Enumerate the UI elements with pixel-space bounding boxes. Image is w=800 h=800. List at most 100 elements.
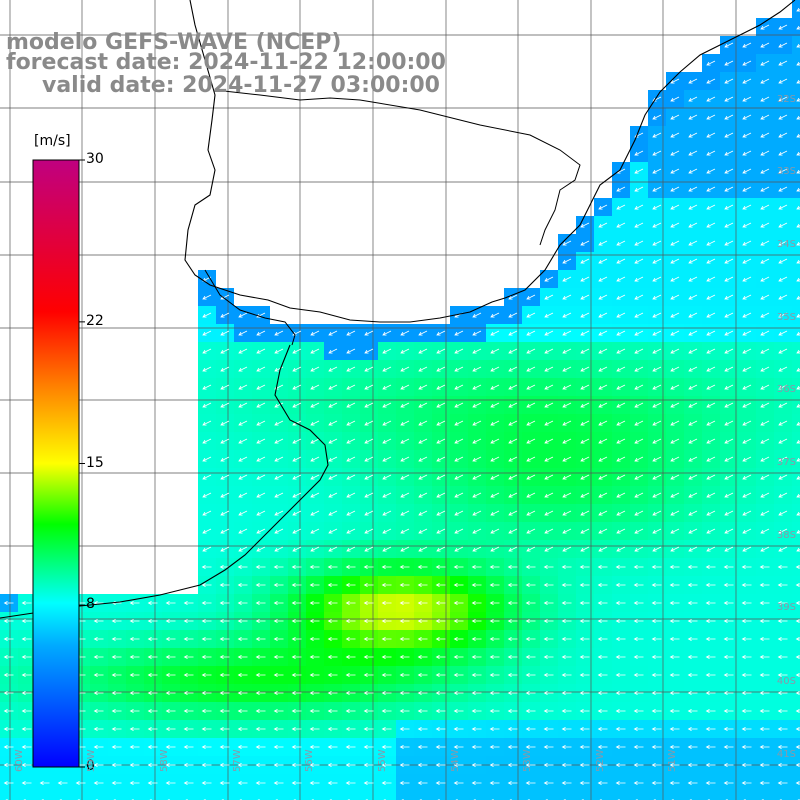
wind-arrow [201,708,212,714]
wind-arrow [580,492,590,498]
wind-arrow [561,744,572,750]
wind-arrow [255,690,266,696]
wind-arrow [652,528,662,534]
wind-arrow [363,564,374,570]
wind-arrow [292,456,302,462]
wind-arrow [165,618,176,624]
wind-arrow [777,690,788,696]
wind-arrow [111,618,122,624]
wind-arrow [507,762,518,768]
wind-cell [198,792,216,800]
wind-arrow [579,780,590,786]
wind-cell [396,792,414,800]
wind-arrow [760,24,770,30]
wind-arrow [237,654,248,660]
wind-arrow [705,690,716,696]
wind-arrow [526,438,536,444]
wind-arrow [381,744,392,750]
wind-arrow [202,456,212,462]
wind-arrow [273,636,284,642]
wind-arrow [471,564,482,570]
wind-cell [792,360,800,378]
wind-arrow [562,456,572,462]
wind-arrow [237,708,248,714]
wind-arrow [778,204,788,210]
wind-arrow [399,582,410,588]
wind-arrow [508,384,518,390]
wind-arrow [652,276,662,282]
wind-arrow [580,438,590,444]
wind-arrow [670,132,680,138]
wind-cell [18,792,36,800]
wind-arrow [778,96,788,102]
wind-arrow [436,528,446,534]
wind-cell [738,792,756,800]
wind-arrow [796,403,800,408]
wind-arrow [93,744,104,750]
wind-arrow [309,708,320,714]
wind-cell [792,396,800,414]
wind-arrow [436,456,446,462]
wind-arrow [273,726,284,732]
wind-arrow [760,456,770,462]
latitude-label: 39S [776,602,796,613]
wind-arrow [147,780,158,786]
wind-arrow [634,150,644,156]
wind-arrow [436,546,446,552]
wind-arrow [633,582,644,588]
wind-arrow [453,564,464,570]
wind-arrow [615,654,626,660]
wind-arrow [255,726,266,732]
wind-cell [792,450,800,468]
wind-arrow [472,510,482,516]
wind-arrow [723,726,734,732]
wind-arrow [633,690,644,696]
wind-arrow [309,636,320,642]
wind-arrow [598,402,608,408]
wind-arrow [454,330,464,336]
wind-arrow [273,690,284,696]
wind-arrow [706,258,716,264]
wind-arrow [705,672,716,678]
wind-cell [792,522,800,540]
wind-cell [324,792,342,800]
wind-arrow [327,672,338,678]
wind-arrow [760,474,770,480]
wind-arrow [273,744,284,750]
wind-arrow [543,726,554,732]
wind-arrow [237,690,248,696]
wind-arrow [759,690,770,696]
wind-arrow [292,510,302,516]
wind-arrow [237,636,248,642]
wind-arrow [741,636,752,642]
wind-arrow [706,204,716,210]
wind-cell [540,792,558,800]
wind-cell [108,792,126,800]
wind-arrow [543,582,554,588]
wind-arrow [544,384,554,390]
wind-arrow [453,726,464,732]
wind-arrow [688,474,698,480]
wind-arrow [508,492,518,498]
wind-arrow [220,420,230,426]
colorbar-unit: [m/s] [34,133,71,149]
wind-arrow [562,438,572,444]
wind-arrow [238,510,248,516]
model-title: modelo GEFS-WAVE (NCEP) [6,30,342,55]
wind-cell [792,324,800,342]
wind-arrow [633,564,644,570]
wind-arrow [688,384,698,390]
wind-arrow [705,762,716,768]
wind-arrow [508,546,518,552]
wind-arrow [778,78,788,84]
wind-arrow [381,726,392,732]
wind-arrow [436,348,446,354]
wind-arrow [165,762,176,768]
wind-arrow [255,708,266,714]
wind-arrow [688,312,698,318]
wind-arrow [453,582,464,588]
wind-arrow [201,672,212,678]
wind-arrow [256,438,266,444]
wind-arrow [273,564,284,570]
latitude-label: 37S [776,457,796,468]
